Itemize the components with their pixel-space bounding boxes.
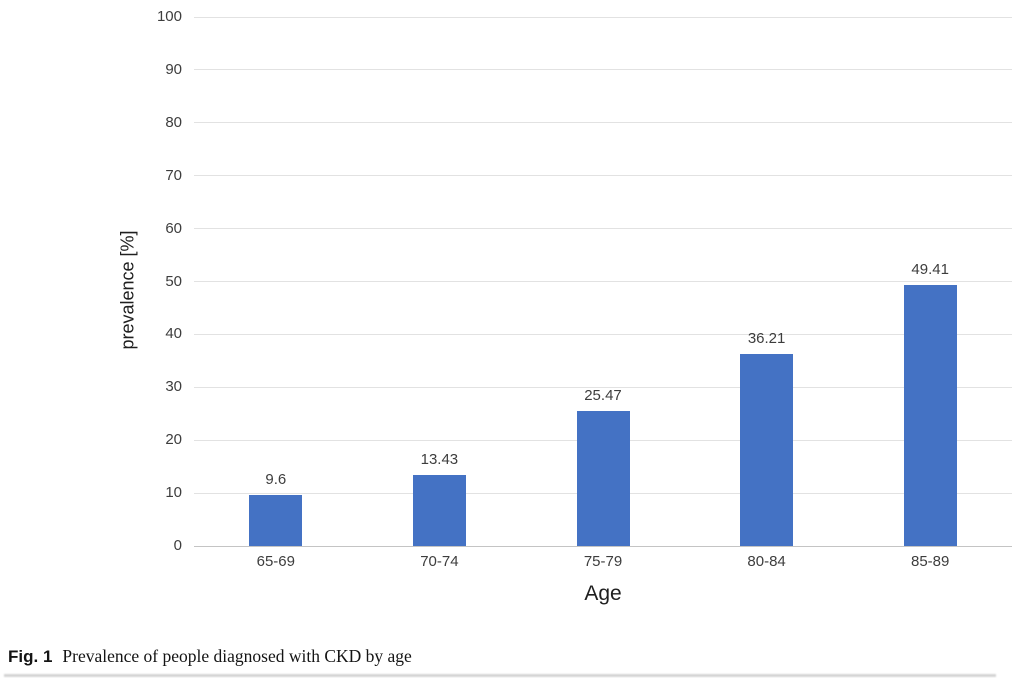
figure-caption: Fig. 1 Prevalence of people diagnosed wit…: [8, 646, 412, 667]
bar-value-label: 49.41: [911, 260, 949, 278]
y-tick-label: 0: [173, 537, 182, 554]
x-axis-line: [194, 545, 1012, 547]
bar-80-84: [740, 354, 794, 546]
gridline: [194, 228, 1012, 230]
y-tick-label: 10: [165, 484, 182, 502]
bar-value-label: 9.6: [265, 471, 287, 489]
bar-value-label: 25.47: [584, 387, 622, 405]
y-tick-label: 50: [165, 272, 182, 290]
bar-85-89: [903, 284, 957, 546]
y-tick-label: 20: [165, 431, 182, 449]
bar-value-label: 36.21: [747, 330, 786, 348]
bar-70-74: [412, 474, 466, 546]
figure-caption-label: Fig. 1: [8, 647, 53, 666]
gridline: [194, 122, 1012, 124]
gridline: [194, 175, 1012, 177]
bar-65-69: [249, 495, 303, 546]
gridline: [194, 281, 1012, 282]
gridline: [194, 386, 1012, 388]
y-tick-label: 40: [165, 325, 182, 343]
x-axis-title: Age: [584, 582, 622, 605]
cutoff-next-line-text: [4, 674, 996, 677]
figure-caption-text: Prevalence of people diagnosed with CKD …: [62, 646, 412, 666]
bar-value-label: 13.43: [420, 450, 459, 468]
x-tick-label: 70-74: [420, 553, 459, 570]
y-tick-label: 60: [165, 219, 182, 237]
x-tick-label: 75-79: [583, 553, 623, 570]
gridline: [194, 69, 1012, 71]
x-tick-label: 65-69: [256, 553, 295, 570]
gridline: [194, 16, 1012, 18]
y-tick-label: 90: [165, 60, 182, 78]
gridline: [194, 333, 1012, 335]
y-tick-label: 30: [165, 378, 182, 396]
x-tick-label: 85-89: [911, 553, 950, 570]
y-tick-label: 80: [165, 113, 182, 131]
bar-75-79: [576, 411, 630, 546]
plot-area: 9.6 13.43 25.47 36.21 49.41: [194, 16, 1012, 547]
y-tick-label: 100: [156, 8, 182, 25]
x-tick-label: 80-84: [747, 553, 786, 570]
y-tick-label: 70: [165, 166, 182, 184]
